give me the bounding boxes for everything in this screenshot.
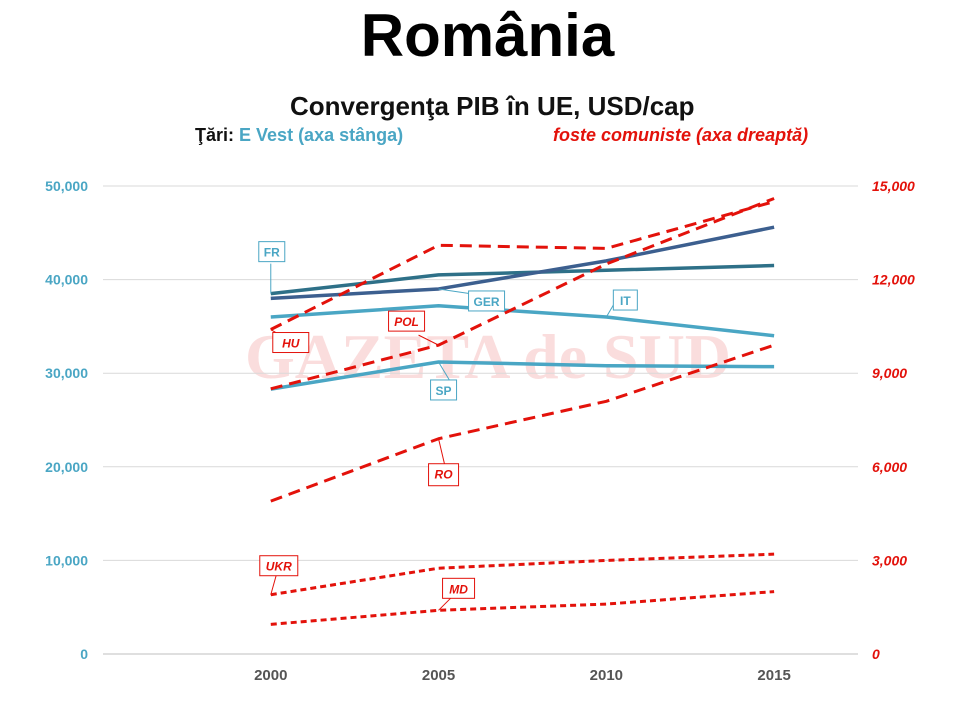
y-left-tick-label: 50,000	[45, 178, 88, 194]
legend-west: Ţări: E Vest (axa stânga)	[195, 124, 403, 146]
x-tick-label: 2015	[757, 667, 790, 684]
y-left-tick-label: 30,000	[45, 365, 88, 381]
series-line-ro	[270, 343, 775, 503]
callout-box	[612, 289, 638, 311]
series-line-ger	[270, 225, 775, 301]
callout-box	[428, 463, 460, 487]
series-line-pol	[270, 197, 775, 391]
series-line-md	[270, 590, 775, 626]
series-label: RO	[435, 468, 454, 482]
callout-box	[430, 379, 458, 401]
callout-box	[272, 332, 310, 354]
callout-pointer	[418, 334, 439, 346]
y-left-tick-label: 10,000	[45, 552, 88, 568]
series-label: SP	[436, 384, 452, 398]
legend-east-label: foste comuniste (axa dreaptă)	[553, 125, 809, 145]
y-right-tick-label: 6,000	[872, 459, 907, 475]
y-right-tick-label: 3,000	[872, 552, 907, 568]
y-left-tick-label: 20,000	[45, 459, 88, 475]
callout-pointer	[438, 288, 473, 295]
x-tick-label: 2010	[590, 667, 623, 684]
callout-box	[468, 290, 506, 312]
x-tick-label: 2005	[422, 667, 455, 684]
series-label: POL	[394, 315, 419, 329]
series-line-sp	[270, 360, 775, 391]
x-tick-label: 2000	[254, 667, 287, 684]
series-line-fr	[270, 263, 775, 296]
series-line-ukr	[270, 552, 775, 597]
series-label: MD	[449, 582, 468, 596]
callout-box	[258, 241, 286, 263]
series-line-it	[270, 304, 775, 338]
page-title: România	[360, 2, 615, 69]
legend-prefix: Ţări:	[195, 125, 235, 145]
y-right-tick-label: 9,000	[872, 365, 907, 381]
callout-box	[259, 555, 299, 577]
y-left-tick-label: 0	[80, 646, 88, 662]
callout-box	[442, 577, 476, 599]
y-right-tick-label: 15,000	[872, 178, 915, 194]
series-line-hu	[270, 200, 775, 331]
chart-title: Convergenţa PIB în UE, USD/cap	[290, 91, 695, 121]
y-right-tick-label: 12,000	[872, 272, 915, 288]
series-label: FR	[264, 246, 280, 260]
y-right-tick-label: 0	[872, 646, 880, 662]
callout-box	[388, 310, 426, 332]
callout-pointer	[438, 361, 451, 383]
series-label: GER	[474, 295, 500, 309]
series-label: IT	[620, 294, 631, 308]
y-left-tick-label: 40,000	[45, 272, 88, 288]
series-label: UKR	[266, 560, 292, 574]
series-label: HU	[282, 337, 300, 351]
legend-west-label: E Vest (axa stânga)	[239, 125, 404, 145]
